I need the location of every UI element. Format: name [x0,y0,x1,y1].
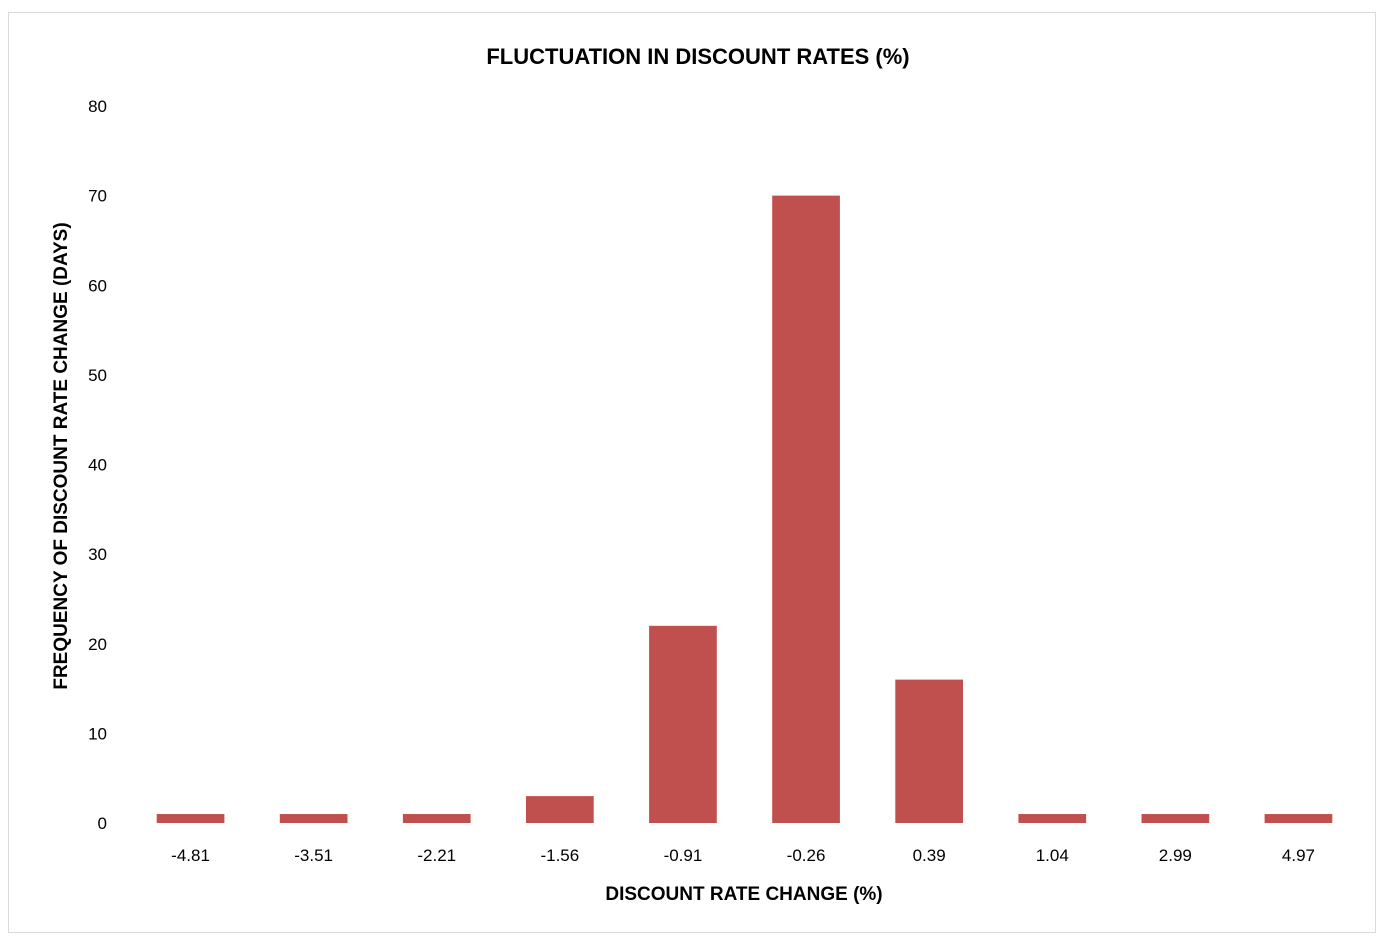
bar [1141,814,1210,823]
bar [895,679,964,823]
y-axis-title: FREQUENCY OF DISCOUNT RATE CHANGE (DAYS) [51,222,72,689]
bar [525,796,594,823]
chart-title: FLUCTUATION IN DISCOUNT RATES (%) [486,44,909,69]
x-tick-label: 1.04 [1036,846,1069,865]
x-axis-ticks: -4.81 -3.51 -2.21 -1.56 -0.91 -0.26 0.39 1.04 2.… [171,846,1315,865]
x-tick-label: 2.99 [1159,846,1192,865]
y-tick-label: 30 [88,545,107,564]
x-tick-label: -4.81 [171,846,210,865]
y-tick-label: 50 [88,366,107,385]
bar [402,814,471,823]
bar [156,814,225,823]
y-tick-label: 0 [98,814,107,833]
bars [156,195,1333,823]
y-axis-ticks: 0 10 20 30 40 50 60 70 80 [88,97,107,833]
y-tick-label: 20 [88,635,107,654]
y-tick-label: 60 [88,276,107,295]
y-tick-label: 80 [88,97,107,116]
bar [279,814,348,823]
y-tick-label: 70 [88,187,107,206]
x-tick-label: -3.51 [294,846,333,865]
x-tick-label: -2.21 [417,846,456,865]
y-tick-label: 10 [88,724,107,743]
x-tick-label: 4.97 [1282,846,1315,865]
x-axis-title: DISCOUNT RATE CHANGE (%) [605,884,882,905]
y-tick-label: 40 [88,456,107,475]
bar [1264,814,1333,823]
bar [1018,814,1087,823]
x-tick-label: -1.56 [540,846,579,865]
bar [649,625,717,823]
x-tick-label: -0.26 [787,846,826,865]
bar [772,195,840,823]
x-tick-label: 0.39 [913,846,946,865]
x-tick-label: -0.91 [664,846,703,865]
